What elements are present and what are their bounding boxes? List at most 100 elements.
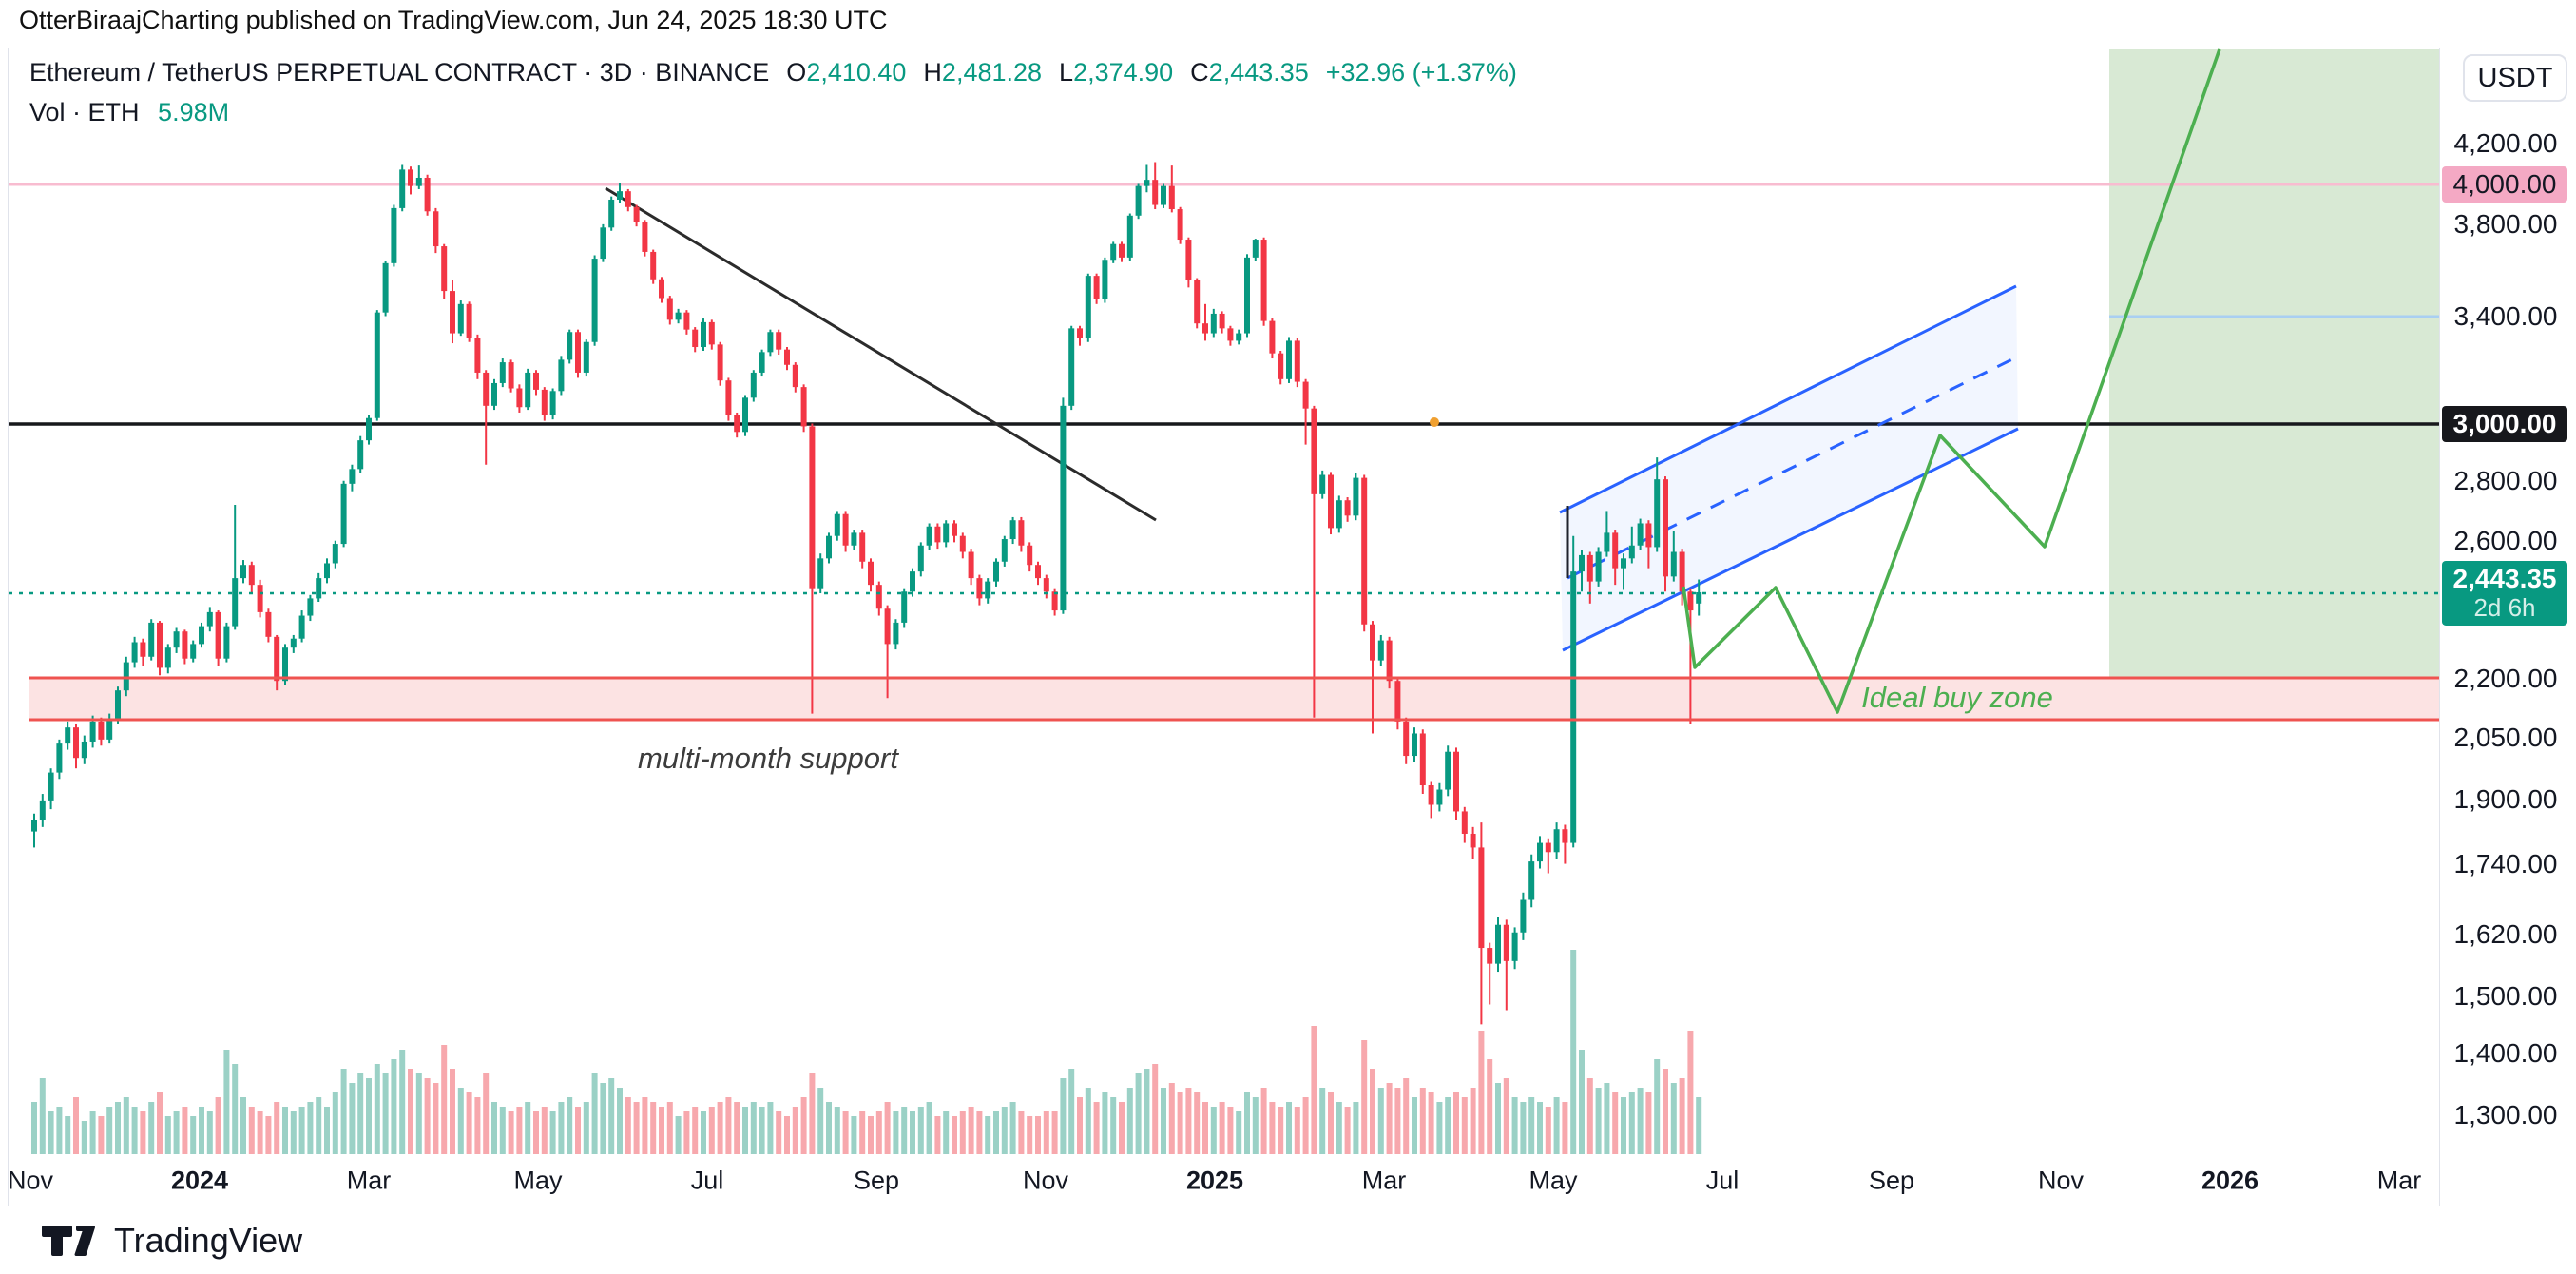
volume-bar [1545, 1107, 1551, 1154]
candle-body [1252, 240, 1259, 258]
volume-bar [332, 1092, 338, 1154]
volume-bar [1553, 1097, 1560, 1154]
candle-body [1528, 861, 1535, 900]
candle-body [1353, 477, 1359, 516]
price-label: 1,300.00 [2453, 1100, 2558, 1129]
candle-body [567, 332, 573, 360]
candle-body [734, 415, 740, 433]
time-label: 2026 [2201, 1166, 2259, 1194]
volume-bar [583, 1102, 589, 1154]
volume-bar [625, 1097, 631, 1154]
volume-bar [926, 1102, 932, 1154]
candle-body [976, 578, 983, 599]
annotation-multi-month-support[interactable]: multi-month support [638, 742, 898, 775]
volume-bar [1353, 1102, 1359, 1154]
price-label: 2,050.00 [2453, 723, 2558, 752]
volume-bar [1428, 1092, 1434, 1154]
volume-bar [240, 1097, 246, 1154]
candle-body [650, 251, 657, 280]
volume-bar [659, 1107, 664, 1154]
currency-usdt-button[interactable]: USDT [2463, 54, 2567, 102]
tradingview-logo[interactable]: TradingView [40, 1221, 302, 1261]
volume-bar [708, 1107, 715, 1154]
volume-bar [282, 1107, 288, 1154]
volume-bar [1126, 1088, 1133, 1154]
volume-bar [591, 1073, 598, 1154]
candle-body [633, 206, 640, 222]
candle-body [1562, 829, 1568, 843]
candle-body [424, 177, 431, 212]
candles-layer [31, 162, 1702, 1025]
volume-bar [1093, 1102, 1100, 1154]
volume-bar [1252, 1097, 1259, 1154]
candle-body [701, 321, 706, 348]
price-label: 3,400.00 [2453, 301, 2558, 331]
volume-bar [868, 1116, 874, 1154]
candle-body [533, 372, 539, 390]
candle-body [491, 382, 497, 406]
price-axis[interactable]: USDT 4,200.00 3,800.00 3,400.00 2,800.00 2,6… [2439, 48, 2571, 1206]
volume-bar [701, 1111, 706, 1154]
candle-body [1302, 381, 1309, 409]
exchange-label: BINANCE [655, 58, 770, 87]
volume-bar [575, 1107, 581, 1154]
volume-bar [525, 1102, 531, 1154]
volume-bar [692, 1107, 699, 1154]
support-zone-fill[interactable] [29, 678, 2439, 720]
candle-body [1679, 551, 1685, 592]
candle-body [842, 513, 849, 546]
volume-bar [257, 1111, 263, 1154]
volume-bar [182, 1107, 188, 1154]
volume-bar [1445, 1097, 1451, 1154]
volume-bar [817, 1088, 824, 1154]
symbol-title[interactable]: Ethereum / TetherUS PERPETUAL CONTRACT ·… [29, 58, 770, 87]
volume-bar [65, 1116, 71, 1154]
projection-path[interactable] [1682, 48, 2221, 714]
volume-bar [324, 1107, 330, 1154]
candle-body [56, 743, 63, 773]
candle-body [792, 364, 798, 388]
price-label: 1,620.00 [2453, 919, 2558, 949]
volume-bar [742, 1107, 748, 1154]
candle-body [675, 312, 682, 320]
candle-body [1077, 328, 1083, 338]
candle-body [692, 329, 699, 348]
candle-body [1503, 924, 1509, 961]
channel-upper-line[interactable] [1559, 284, 2017, 514]
candle-body [1018, 520, 1025, 546]
volume-bar [934, 1116, 941, 1154]
volume-bar [157, 1092, 163, 1154]
projected-buy-region[interactable] [2109, 49, 2439, 678]
volume-bar [776, 1111, 782, 1154]
candle-body [349, 469, 356, 484]
candle-body [583, 341, 589, 373]
volume-bar [433, 1083, 439, 1154]
candle-body [1586, 554, 1593, 582]
candle-body [274, 636, 280, 682]
volume-bar [206, 1111, 213, 1154]
volume-bar [349, 1083, 356, 1154]
volume-bar [959, 1111, 966, 1154]
time-axis[interactable]: Nov 2024 Mar May Jul Sep Nov 2025 Mar May Jul Sep No… [8, 1154, 2439, 1206]
candle-body [959, 535, 966, 552]
candle-body [826, 535, 832, 559]
candle-body [1219, 313, 1225, 329]
drawing-anchor-dot[interactable] [1430, 417, 1439, 427]
volume-bar [1570, 950, 1577, 1154]
candle-body [1328, 474, 1334, 529]
chart-canvas[interactable] [9, 48, 2571, 1206]
candle-body [408, 169, 413, 186]
candle-body [1009, 520, 1016, 540]
volume-bar [792, 1107, 798, 1154]
volume-bar [340, 1069, 347, 1154]
candle-body [608, 199, 615, 228]
candle-body [1428, 785, 1434, 805]
channel-lower-line[interactable] [1562, 427, 2019, 652]
candle-body [1336, 500, 1342, 529]
candle-body [1185, 240, 1192, 280]
annotation-ideal-buy-zone[interactable]: Ideal buy zone [1861, 681, 2053, 714]
volume-bar [1177, 1092, 1183, 1154]
candle-body [659, 279, 664, 299]
volume-bar [1294, 1107, 1300, 1154]
candle-body [1645, 523, 1652, 548]
